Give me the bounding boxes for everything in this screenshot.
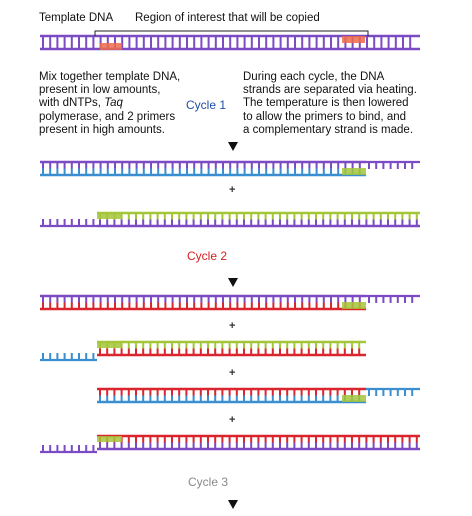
- region-bracket: [94, 30, 369, 36]
- plus-sign-1: +: [229, 184, 236, 196]
- cycle2-primer-b: [97, 342, 122, 348]
- plus-sign-4: +: [229, 414, 236, 426]
- cycle1-primer-b: [97, 213, 122, 219]
- during-line-4: to allow the primers to bind, and: [243, 110, 407, 123]
- cycle-3-label: Cycle 3: [188, 475, 229, 489]
- taq-italic: Taq: [104, 97, 123, 110]
- plus-sign-2: +: [229, 320, 236, 332]
- template-dna-label: Template DNA: [39, 12, 114, 24]
- cycle1-primer-a: [342, 168, 366, 175]
- during-line-3: The temperature is then lowered: [243, 97, 409, 110]
- during-line-2: strands are separated via heating.: [243, 84, 417, 97]
- arrowhead-cycle-3: [228, 500, 238, 509]
- cycle2-primer-a: [342, 302, 366, 309]
- during-line-5: a complementary strand is made.: [243, 123, 414, 136]
- cycle-2-label: Cycle 2: [187, 249, 228, 263]
- mix-line-3: with dNTPs, Taq: [39, 97, 180, 110]
- arrowhead-cycle-1: [228, 142, 238, 151]
- region-of-interest-label: Region of interest that will be copied: [135, 12, 320, 24]
- mix-line-1: Mix together template DNA,: [39, 71, 181, 83]
- forward-primer-site: [342, 36, 365, 43]
- reverse-primer-site: [100, 43, 122, 50]
- mix-instructions: Mix together template DNA, present in lo…: [39, 71, 180, 137]
- mix-line-4: polymerase, and 2 primers: [39, 110, 176, 123]
- mix-line-5: present in high amounts.: [39, 123, 165, 136]
- arrowhead-cycle-2: [228, 278, 238, 287]
- cycle2-primer-d: [97, 436, 122, 442]
- plus-sign-3: +: [229, 367, 236, 379]
- cycle-1-label: Cycle 1: [186, 98, 227, 112]
- mix-line-2: present in low amounts,: [39, 84, 161, 97]
- cycle-description: During each cycle, the DNA strands are s…: [243, 71, 417, 137]
- mix-line-3-text: with dNTPs,: [39, 97, 105, 110]
- cycle2-primer-c: [342, 395, 366, 402]
- during-line-1: During each cycle, the DNA: [243, 71, 385, 83]
